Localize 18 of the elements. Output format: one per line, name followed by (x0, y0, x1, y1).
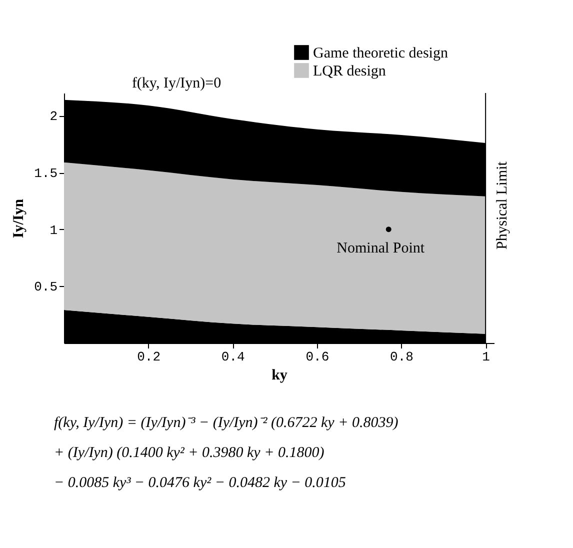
text: − 0.0085 ky³ − 0.0476 ky² − 0.0482 ky − 0.0105 (54, 475, 346, 491)
x-tick-label: 0.6 (306, 350, 330, 364)
x-tick-label: 0.8 (390, 350, 414, 364)
x-tick-label: 0.4 (221, 350, 246, 364)
y-tick-label: 1 (50, 222, 58, 238)
y-tick-label: 0.5 (34, 280, 58, 295)
y-tick-label: 1.5 (34, 166, 58, 182)
ref-line-label: Physical Limit (494, 160, 511, 250)
legend-label: LQR design (313, 64, 386, 80)
x-tick-label: 0.2 (137, 350, 161, 364)
x-axis-title: ky (272, 368, 288, 384)
annotation: f(ky, Iy/Iyn)=0 (132, 75, 222, 92)
y-tick-label: 2 (50, 109, 58, 124)
legend-label: Game theoretic design (313, 46, 448, 62)
x-tick-label: 1 (482, 350, 490, 364)
text: + (Iy/Iyn) (0.1400 ky² + 0.3980 ky + 0.1800) (54, 445, 324, 461)
text: f(ky, Iy/Iyn) = (Iy/Iyn)⁻³ − (Iy/Iyn)⁻² (0.6722 ky + 0.8039) (54, 415, 398, 431)
y-axis-title: Iy/Iyn (11, 198, 28, 238)
